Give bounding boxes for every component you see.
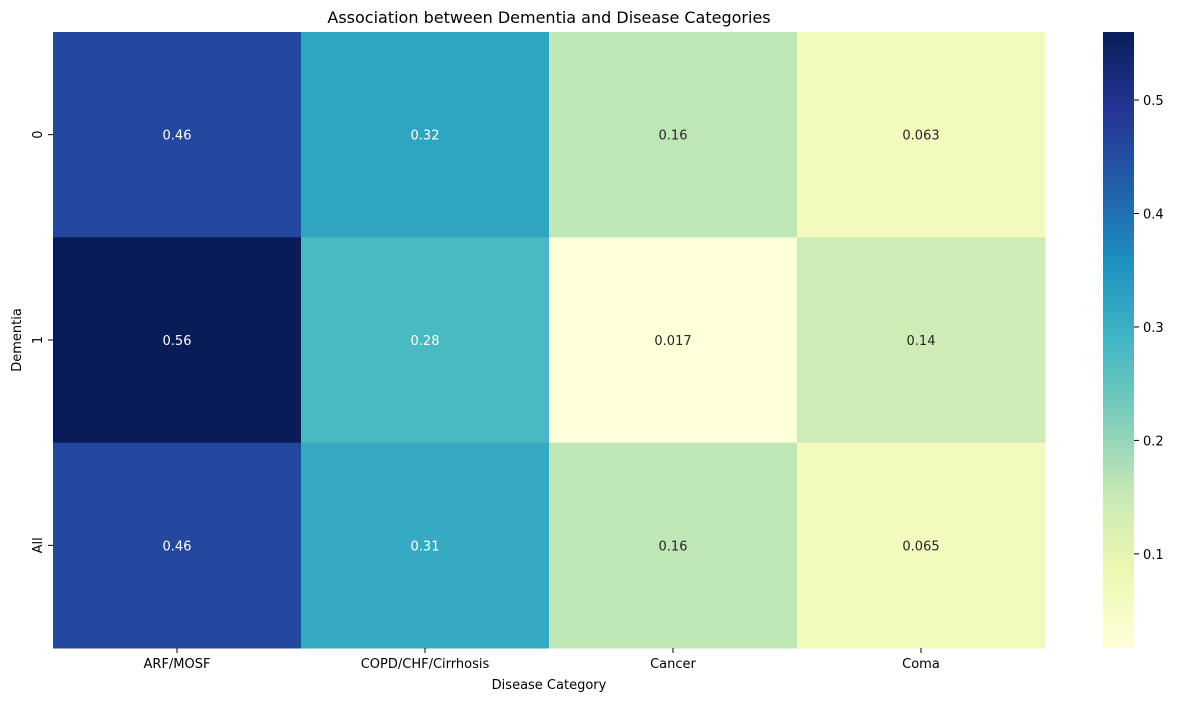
chart-title: Association between Dementia and Disease…: [327, 8, 770, 27]
y-tick-label: All: [31, 537, 46, 553]
cell-value-label: 0.065: [902, 539, 939, 554]
cell-value-label: 0.32: [411, 129, 440, 144]
colorbar-tick-label: 0.3: [1143, 321, 1164, 336]
colorbar-tick-label: 0.5: [1143, 94, 1164, 109]
colorbar-ticks: 0.1 0.2 0.3 0.4 0.5: [1134, 94, 1164, 563]
heatmap-cell-labels: 0.46 0.32 0.16 0.063 0.56 0.28 0.017 0.14 0.46 0.…: [163, 129, 940, 555]
heatmap-cell: [549, 442, 798, 649]
cell-value-label: 0.31: [411, 539, 440, 554]
heatmap-cell: [797, 32, 1046, 238]
x-tick-label: Coma: [902, 657, 940, 672]
colorbar-tick-label: 0.1: [1143, 548, 1164, 563]
y-axis-ticks: 0 1 All: [31, 131, 53, 553]
heatmap-cell: [53, 32, 302, 238]
heatmap-cell: [301, 32, 550, 238]
x-tick-label: ARF/MOSF: [144, 657, 211, 672]
cell-value-label: 0.46: [163, 539, 192, 554]
cell-value-label: 0.16: [659, 129, 688, 144]
heatmap-cell: [549, 32, 798, 238]
colorbar-tick-label: 0.4: [1143, 208, 1164, 223]
y-axis-label: Dementia: [10, 308, 25, 372]
cell-value-label: 0.46: [163, 129, 192, 144]
cell-value-label: 0.56: [163, 334, 192, 349]
cell-value-label: 0.063: [902, 129, 939, 144]
x-tick-label: COPD/CHF/Cirrhosis: [361, 657, 490, 672]
y-tick-label: 0: [31, 131, 46, 139]
cell-value-label: 0.14: [907, 334, 936, 349]
heatmap-cells: [53, 32, 1046, 649]
cell-value-label: 0.16: [659, 539, 688, 554]
heatmap-cell: [301, 237, 550, 444]
heatmap-cell: [797, 237, 1046, 444]
cell-value-label: 0.017: [654, 334, 691, 349]
x-tick-label: Cancer: [650, 657, 696, 672]
cell-value-label: 0.28: [411, 334, 440, 349]
heatmap-cell: [549, 237, 798, 444]
heatmap-cell: [797, 442, 1046, 649]
x-axis-ticks: ARF/MOSF COPD/CHF/Cirrhosis Cancer Coma: [144, 648, 940, 672]
colorbar-tick-label: 0.2: [1143, 434, 1164, 449]
y-tick-label: 1: [31, 336, 46, 344]
heatmap-cell: [301, 442, 550, 649]
heatmap-cell: [53, 237, 302, 444]
colorbar: [1103, 32, 1134, 648]
x-axis-label: Disease Category: [492, 678, 607, 693]
heatmap-cell: [53, 442, 302, 649]
